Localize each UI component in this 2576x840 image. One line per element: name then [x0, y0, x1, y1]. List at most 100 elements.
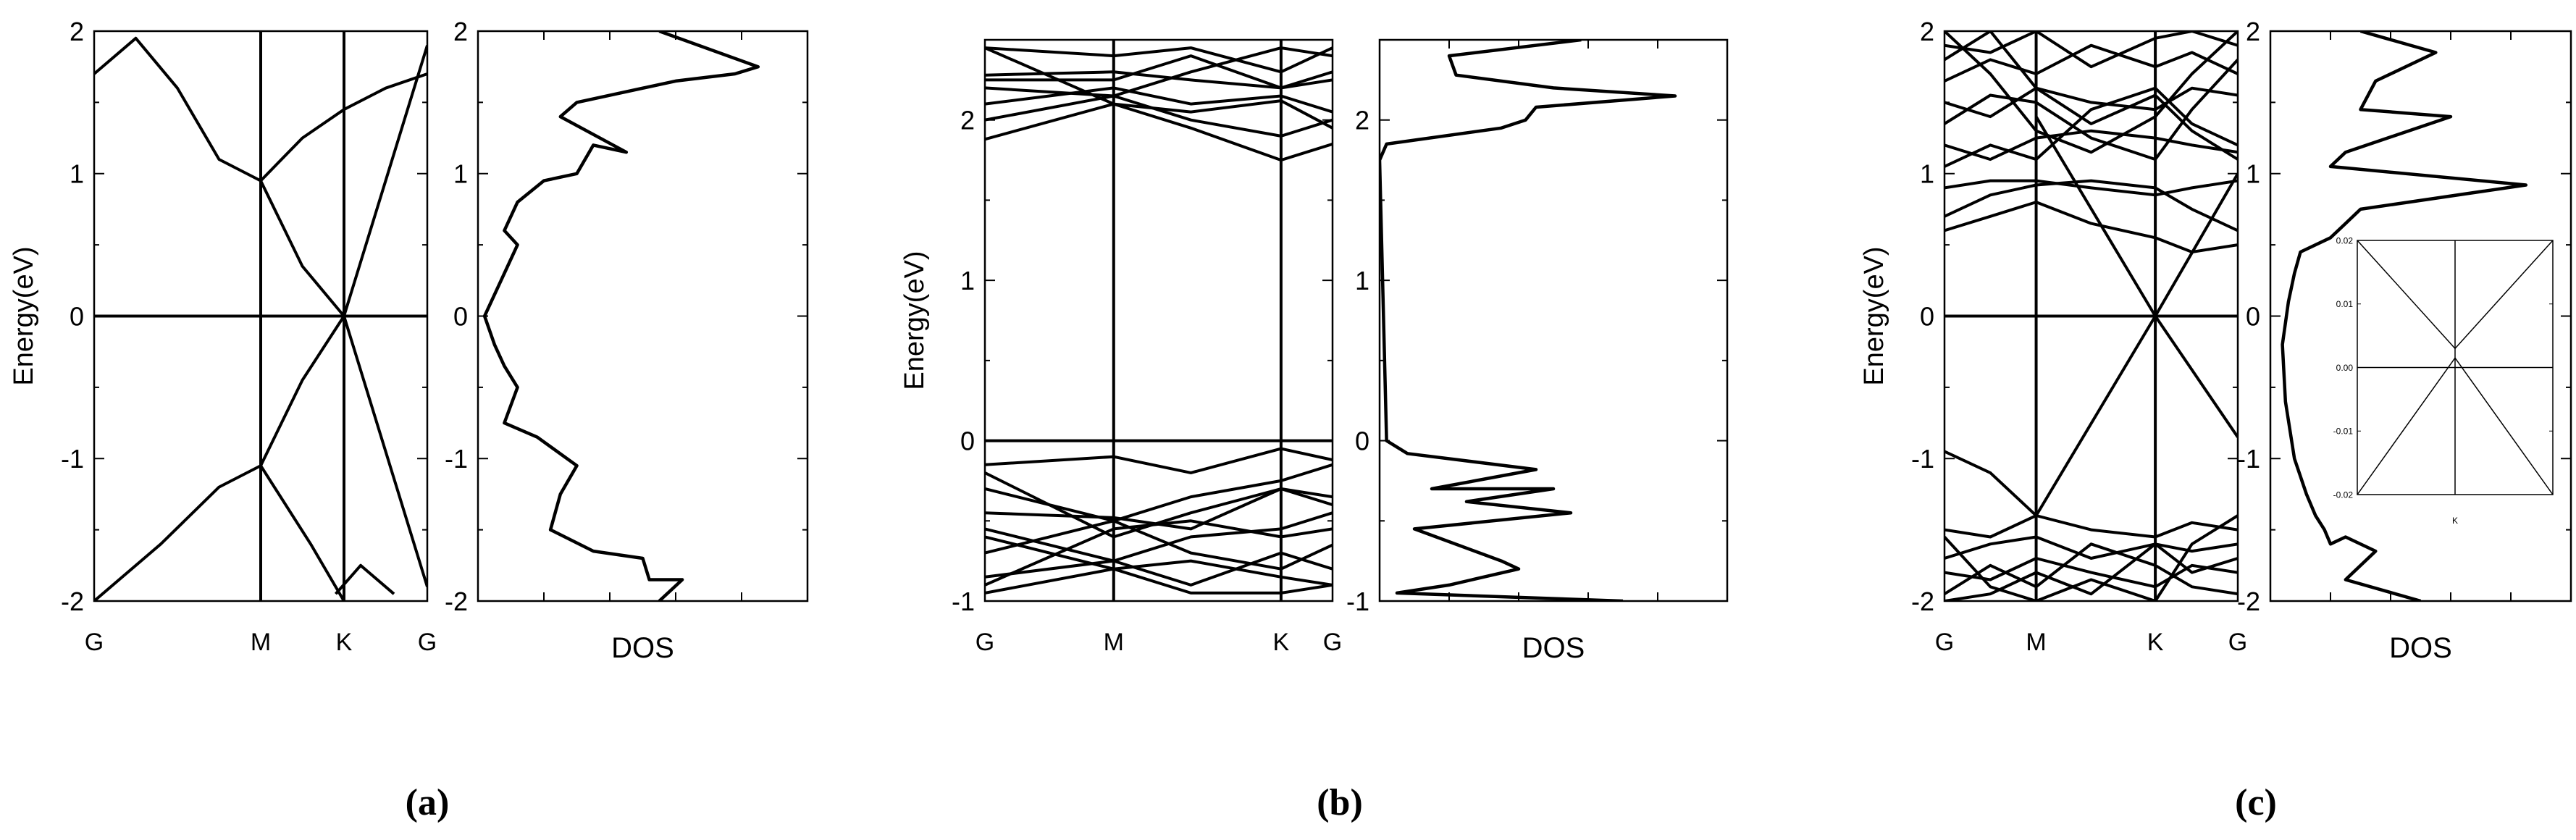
pc-inset-ytick-label-3: 0.01: [2336, 299, 2354, 309]
pa-band-line-band-8: [94, 464, 261, 601]
pb-band-line-cb-6: [985, 99, 1333, 141]
pc-inset-ytick-label-1: -0.01: [2333, 427, 2354, 437]
panel-c-caption: (c): [2235, 782, 2277, 823]
pb-dos-xlabel: DOS: [1522, 632, 1585, 664]
pa-dos-ytick-label-4: 2: [453, 17, 468, 46]
pc-band-line-vb-6: [1944, 542, 2238, 601]
pc-dos-ytick-label-3: 1: [2246, 159, 2260, 189]
pc-band-xtick-G-0: G: [1935, 629, 1954, 656]
pc-band-line-cb-4: [1944, 129, 2238, 161]
pa-band-line-band-3: [259, 108, 345, 182]
pb-band-line-vb-9: [985, 535, 1333, 595]
pc-band-line-cb-3: [1944, 201, 2238, 253]
pa-band-xtick-G-3: G: [418, 629, 437, 656]
pc-band-line-dirac-down-2: [2154, 315, 2238, 438]
pc-dos-ytick-label-4: 2: [2246, 17, 2260, 46]
pc-inset-line-lower-left: [2357, 357, 2456, 495]
pb-dos-ytick-label-1: 0: [1355, 427, 1369, 456]
pc-band-line-dirac-down-1: [2034, 116, 2157, 317]
pc-band-line-vb-3: [1944, 557, 2238, 589]
pb-band-xtick-G-3: G: [1323, 629, 1342, 656]
pb-band-line-cb-2: [985, 70, 1333, 90]
pa-band-line-band-6: [259, 315, 345, 466]
inset-xlabel: K: [2452, 516, 2458, 526]
pb-band-line-vb-1: [985, 447, 1333, 474]
pa-dos-ytick-label-3: 1: [453, 159, 468, 189]
pb-dos-frame: [1378, 38, 1729, 602]
pb-band-line-vb-10: [985, 519, 1333, 587]
pb-band-line-vb-5: [985, 511, 1333, 563]
pc-band-line-cb-5: [1944, 86, 2238, 168]
panel-a-dos-plot: -2 -1 0 1 2 DOS: [445, 17, 809, 664]
pc-band-line-vb-5: [1944, 514, 2238, 601]
pc-dos-ytick-label-2: 0: [2246, 301, 2260, 331]
pc-inset-ytick-label-4: 0.02: [2336, 235, 2354, 245]
pc-band-line-cb-8: [1944, 31, 2238, 69]
pc-band-xtick-M-1: M: [2026, 629, 2046, 656]
pc-inset-series-group: [2357, 240, 2553, 495]
pb-band-line-vb-2: [985, 463, 1333, 523]
pc-band-xtick-G-3: G: [2228, 629, 2247, 656]
pb-band-xtick-G-0: G: [976, 629, 994, 656]
pa-band-ylabel: Energy(eV): [9, 246, 39, 385]
pa-band-xtick-G-0: G: [85, 629, 104, 656]
pc-dos-xlabel: DOS: [2389, 632, 2452, 664]
pa-band-ytick-label-1: -1: [61, 444, 84, 474]
pa-band-line-band-9: [259, 465, 345, 601]
pa-band-series-group: [94, 36, 427, 601]
pb-band-line-cb-7: [985, 46, 1333, 162]
pa-band-line-band-1: [94, 36, 261, 182]
pb-band-ytick-label-0: -1: [952, 587, 975, 616]
pb-band-line-vb-4: [985, 487, 1333, 531]
pc-band-line-cb-9: [1944, 59, 2238, 161]
pa-dos-line-DOS: [482, 31, 760, 601]
pa-dos-ytick-label-1: -1: [445, 444, 468, 474]
pb-band-line-vb-8: [985, 559, 1333, 595]
pb-band-line-cb-1: [985, 46, 1333, 74]
pa-band-line-band-5: [343, 72, 427, 111]
pa-band-xtick-K-2: K: [336, 629, 353, 656]
pa-dos-frame: [477, 30, 809, 602]
pc-inset-ytick-label-2: 0.00: [2336, 363, 2354, 373]
pa-dos-ytick-label-2: 0: [453, 301, 468, 331]
pc-inset-line-upper-left: [2357, 240, 2456, 349]
pc-band-line-low-vb-1: [1944, 450, 2037, 517]
pc-dos-line-DOS: [2281, 31, 2528, 601]
pc-band-line-vb-4: [1944, 542, 2238, 596]
pc-band-line-cb-7: [1944, 43, 2238, 83]
pc-band-line-dirac-up-2: [2154, 172, 2238, 317]
panel-c-inset-plot: -0.02 -0.01 0.00 0.01 0.02 K: [2333, 235, 2554, 526]
pc-band-line-cb-1: [1944, 179, 2238, 197]
pa-band-ytick-label-4: 2: [70, 17, 84, 46]
pb-band-series-group: [985, 46, 1333, 595]
pc-band-ytick-label-1: -1: [1911, 444, 1934, 474]
pa-dos-series-group: [482, 31, 760, 601]
pa-band-line-band-4: [343, 45, 427, 317]
pb-band-frame: [983, 38, 1334, 602]
pb-dos-ytick-label-0: -1: [1346, 587, 1369, 616]
pc-band-ytick-label-4: 2: [1920, 17, 1934, 46]
pb-band-ylabel: Energy(eV): [899, 251, 930, 390]
pb-band-ytick-label-2: 1: [960, 266, 975, 295]
pc-inset-line-upper-right: [2454, 240, 2553, 349]
pc-band-line-vb-2: [1944, 535, 2238, 560]
panel-a-caption: (a): [406, 782, 450, 823]
pa-band-ytick-label-0: -2: [61, 587, 84, 616]
pc-dos-ytick-label-1: -1: [2237, 444, 2260, 474]
pc-band-line-cb-10: [1944, 31, 2238, 154]
pb-band-line-vb-7: [985, 551, 1333, 587]
pb-dos-series-group: [1380, 40, 1677, 601]
pc-inset-line-lower-right: [2454, 357, 2553, 495]
pb-dos-line-DOS: [1380, 40, 1677, 601]
pb-dos-ytick-label-2: 1: [1355, 266, 1369, 295]
pc-band-ytick-label-2: 0: [1920, 301, 1934, 331]
pa-band-ytick-label-3: 1: [70, 159, 84, 189]
pa-band-xtick-M-1: M: [251, 629, 271, 656]
pb-band-xtick-M-1: M: [1104, 629, 1124, 656]
pa-dos-ytick-label-0: -2: [445, 587, 468, 616]
pc-band-line-cb-2: [1944, 179, 2238, 232]
